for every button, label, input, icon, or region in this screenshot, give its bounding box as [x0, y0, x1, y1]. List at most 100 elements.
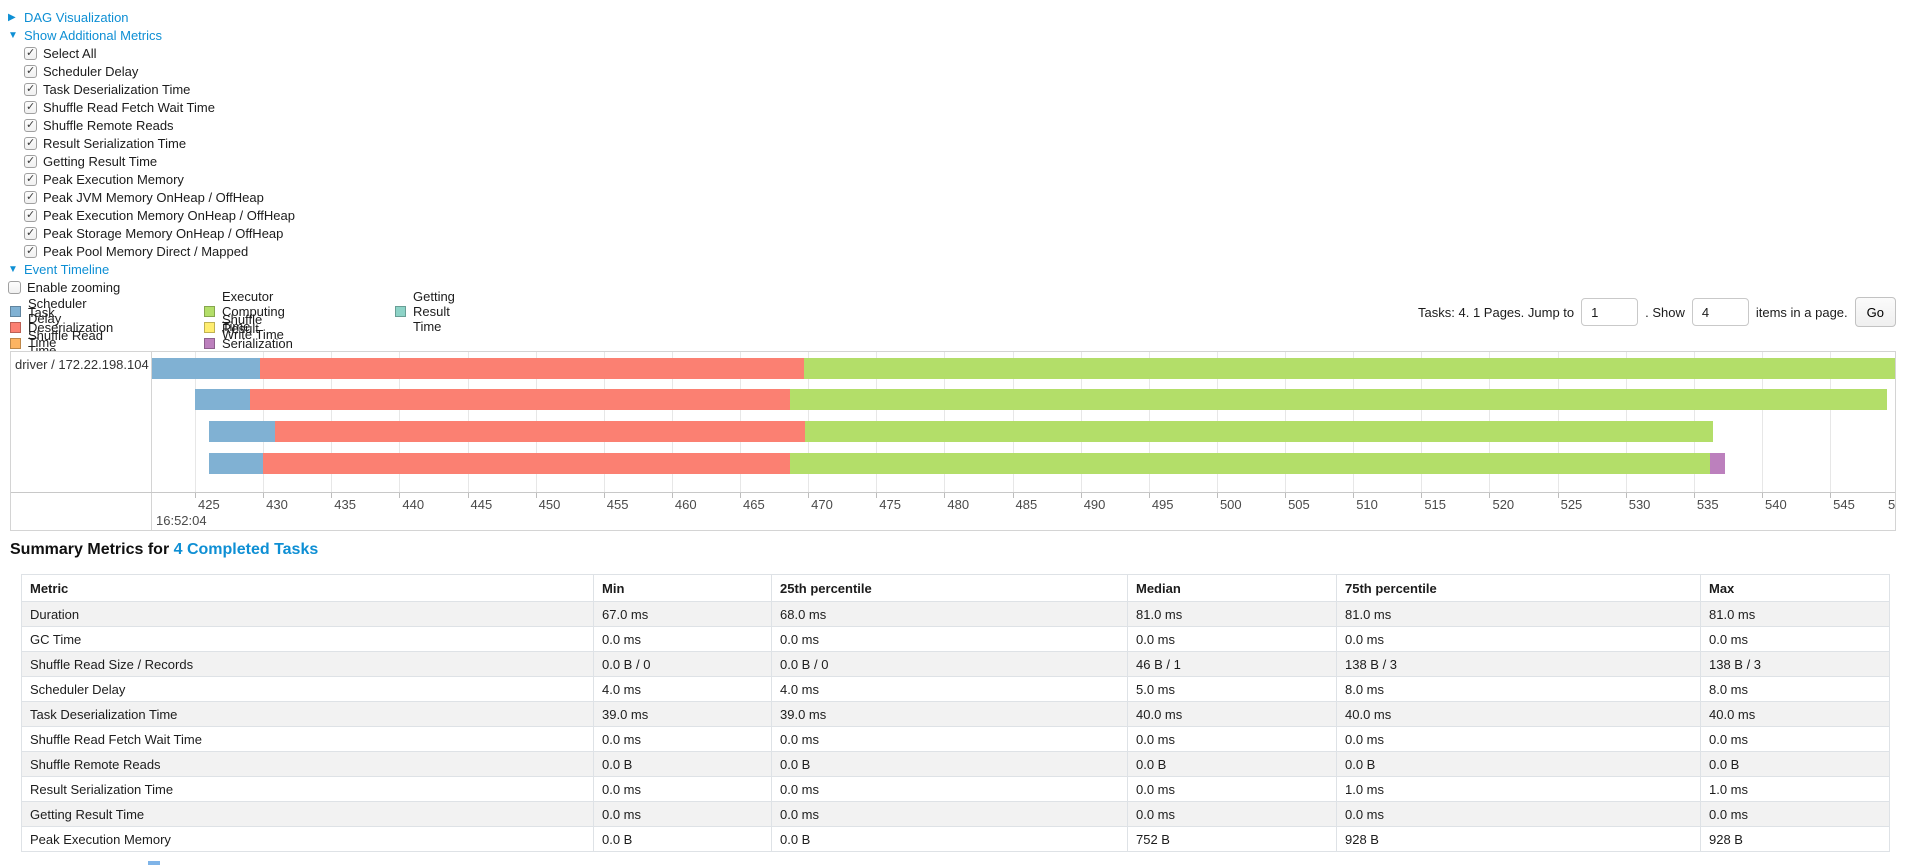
metric-checkbox[interactable] — [24, 100, 37, 114]
metric-value-cell: 1.0 ms — [1336, 776, 1701, 802]
axis-tick-label: 460 — [674, 497, 697, 512]
legend-item: Shuffle Read Time — [10, 328, 113, 358]
summary-table-row: Shuffle Read Fetch Wait Time 0.0 ms 0.0 ms… — [21, 726, 1890, 752]
axis-tick — [1421, 493, 1423, 498]
metric-value-cell: 40.0 ms — [1700, 701, 1890, 727]
metric-checkbox[interactable] — [24, 226, 37, 240]
show-additional-metrics-link[interactable]: Show Additional Metrics — [24, 27, 163, 43]
task-bar-segment-task-deserialization[interactable] — [249, 389, 791, 410]
metric-name-cell: Shuffle Read Size / Records — [21, 651, 594, 677]
metric-checkbox[interactable] — [24, 154, 37, 168]
legend-item: Result Serialization Time — [204, 321, 293, 366]
event-timeline-link[interactable]: Event Timeline — [24, 261, 110, 277]
show-additional-metrics-toggle[interactable]: ▼ Show Additional Metrics — [8, 26, 295, 44]
axis-tick-label: 540 — [1764, 497, 1787, 512]
metric-name-cell: Task Deserialization Time — [21, 701, 594, 727]
go-button[interactable]: Go — [1854, 297, 1896, 327]
metric-checkbox[interactable] — [24, 244, 37, 258]
task-bar-segment-scheduler-delay[interactable] — [151, 358, 261, 379]
legend-item: Scheduler Delay — [10, 296, 113, 326]
summary-table-row: GC Time 0.0 ms 0.0 ms 0.0 ms 0.0 ms 0.0 ms — [21, 626, 1890, 652]
dag-visualization-link[interactable]: DAG Visualization — [24, 9, 129, 25]
metric-checkbox[interactable] — [24, 172, 37, 186]
task-bar-segment-executor-computing[interactable] — [790, 389, 1888, 410]
axis-tick-label: 470 — [811, 497, 833, 512]
legend-label: Task Deserialization Time — [28, 304, 114, 350]
completed-tasks-link[interactable]: 4 Completed Tasks — [173, 541, 319, 558]
task-bar-segment-scheduler-delay[interactable] — [195, 389, 250, 410]
task-bar-segment-executor-computing[interactable] — [790, 453, 1711, 474]
axis-tick-label: 550 — [1888, 497, 1896, 512]
metric-checkbox[interactable] — [24, 82, 37, 96]
metric-value-cell: 0.0 ms — [771, 801, 1128, 827]
metric-value-cell: 1.0 ms — [1700, 776, 1890, 802]
metric-checkbox-label: Peak Storage Memory OnHeap / OffHeap — [43, 225, 284, 241]
task-bar-segment-executor-computing[interactable] — [804, 358, 1895, 379]
metric-checkbox[interactable] — [24, 46, 37, 60]
jump-to-page-input[interactable] — [1581, 298, 1639, 326]
axis-tick-label: 510 — [1356, 497, 1378, 512]
summary-table-row: Shuffle Remote Reads 0.0 B 0.0 B 0.0 B 0.0 B… — [21, 751, 1890, 777]
metric-value-cell: 0.0 ms — [1127, 801, 1337, 827]
axis-tick — [1830, 493, 1832, 498]
metric-value-cell: 0.0 ms — [1336, 801, 1701, 827]
axis-tick-label: 525 — [1560, 497, 1583, 512]
task-bar-segment-task-deserialization[interactable] — [263, 453, 791, 474]
metric-name-cell: Shuffle Read Fetch Wait Time — [21, 726, 594, 752]
metric-value-cell: 0.0 ms — [1700, 726, 1890, 752]
metric-checkbox-row: Peak Execution Memory — [8, 170, 295, 188]
metric-checkbox[interactable] — [24, 136, 37, 150]
task-bar-segment-scheduler-delay[interactable] — [208, 421, 276, 442]
metric-checkbox[interactable] — [24, 118, 37, 132]
page-size-input[interactable] — [1691, 298, 1749, 326]
axis-tick-label: 450 — [538, 497, 561, 512]
metric-value-cell: 0.0 B — [1127, 751, 1337, 777]
metric-checkbox-row: Task Deserialization Time — [8, 80, 295, 98]
metric-checkbox[interactable] — [24, 208, 37, 222]
enable-zooming-checkbox[interactable] — [8, 280, 21, 294]
metric-value-cell: 0.0 B — [771, 826, 1128, 852]
metric-value-cell: 0.0 ms — [1700, 626, 1890, 652]
task-bar-segment-scheduler-delay[interactable] — [208, 453, 264, 474]
axis-tick — [1761, 493, 1763, 498]
summary-column-header: Median — [1127, 574, 1337, 602]
axis-tick-label: 505 — [1288, 497, 1310, 512]
task-bar-segment-executor-computing[interactable] — [805, 421, 1713, 442]
metric-value-cell: 0.0 ms — [771, 626, 1128, 652]
metric-value-cell: 46 B / 1 — [1127, 651, 1337, 677]
summary-table-row: Task Deserialization Time 39.0 ms 39.0 ms 4… — [21, 701, 1890, 727]
summary-column-header: Metric — [21, 574, 594, 602]
axis-tick-label: 440 — [402, 497, 425, 512]
axis-tick — [876, 493, 878, 498]
axis-tick — [1693, 493, 1695, 498]
task-pagination: Tasks: 4. 1 Pages. Jump to . Show items … — [1418, 296, 1896, 328]
metric-value-cell: 752 B — [1127, 826, 1337, 852]
metric-name-cell: Scheduler Delay — [21, 676, 594, 702]
metric-checkbox-label: Peak Execution Memory — [43, 171, 184, 187]
metric-value-cell: 138 B / 3 — [1700, 651, 1890, 677]
metric-checkbox[interactable] — [24, 190, 37, 204]
metric-checkbox-row: Shuffle Remote Reads — [8, 116, 295, 134]
metric-value-cell: 0.0 B — [593, 751, 772, 777]
label-column-divider — [151, 352, 152, 530]
task-bar-segment-task-deserialization[interactable] — [260, 358, 805, 379]
metric-checkbox[interactable] — [24, 64, 37, 78]
task-bar-segment-task-deserialization[interactable] — [275, 421, 806, 442]
axis-tick-label: 490 — [1083, 497, 1106, 512]
metric-name-cell: Getting Result Time — [21, 801, 594, 827]
task-bar-segment-result-serialization[interactable] — [1710, 453, 1726, 474]
metric-value-cell: 928 B — [1336, 826, 1701, 852]
axis-tick-label: 530 — [1628, 497, 1651, 512]
axis-tick — [535, 493, 537, 498]
axis-tick-label: 455 — [606, 497, 629, 512]
metric-value-cell: 0.0 ms — [771, 776, 1128, 802]
metric-value-cell: 0.0 ms — [593, 626, 772, 652]
metric-checkbox-label: Scheduler Delay — [43, 63, 139, 79]
axis-tick — [467, 493, 469, 498]
metric-value-cell: 81.0 ms — [1127, 601, 1337, 627]
metric-value-cell: 81.0 ms — [1700, 601, 1890, 627]
event-timeline-toggle[interactable]: ▼ Event Timeline — [8, 260, 295, 278]
legend-item: Shuffle Write Time — [204, 312, 293, 342]
metric-checkbox-label: Select All — [43, 45, 97, 61]
dag-visualization-toggle[interactable]: ▶ DAG Visualization — [8, 8, 295, 26]
